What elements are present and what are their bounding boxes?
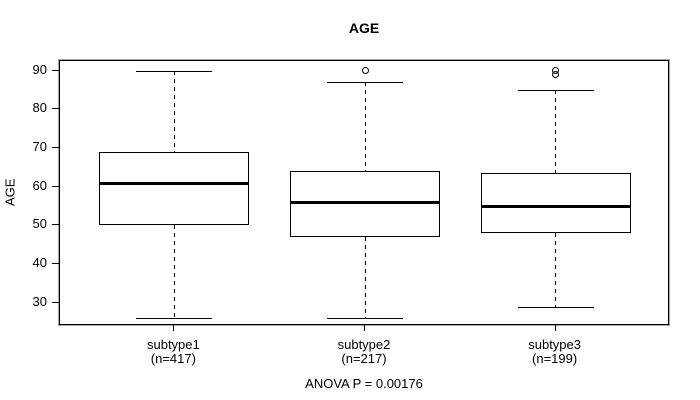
- y-axis-tick: [52, 224, 59, 226]
- upper-whisker-line: [555, 90, 557, 174]
- iqr-box-subtype1: [99, 151, 250, 226]
- outlier-point: [361, 67, 369, 75]
- upper-whisker-line: [173, 70, 175, 152]
- y-tick-label: 30: [32, 293, 47, 309]
- x-group-label-subtype3: subtype3 (n=199): [475, 338, 635, 366]
- anova-annotation: ANOVA P = 0.00176: [305, 376, 423, 391]
- group-name: subtype2: [337, 337, 391, 352]
- median-line-subtype3: [480, 205, 631, 209]
- x-axis-tick: [173, 325, 175, 331]
- x-group-label-subtype2: subtype2 (n=217): [284, 338, 444, 366]
- y-tick-label: 60: [32, 177, 47, 193]
- y-tick-label: 90: [32, 61, 47, 77]
- y-tick-label: 40: [32, 255, 47, 271]
- plot-area: [58, 59, 670, 326]
- x-group-label-subtype1: subtype1 (n=417): [93, 338, 253, 366]
- y-tick-label: 70: [32, 139, 47, 155]
- iqr-box-subtype3: [480, 173, 631, 234]
- x-axis-tick: [364, 325, 365, 331]
- group-name: subtype3: [528, 337, 581, 352]
- chart-title: AGE: [348, 20, 380, 36]
- y-axis-tick: [52, 147, 59, 149]
- lower-whisker-line: [173, 225, 175, 319]
- group-count: (n=417): [150, 351, 196, 366]
- lower-whisker-cap: [327, 318, 403, 320]
- y-axis-tick: [52, 69, 59, 71]
- x-axis-tick: [554, 325, 556, 331]
- y-axis-tick: [52, 108, 59, 110]
- lower-whisker-line: [555, 233, 557, 307]
- lower-whisker-cap: [517, 306, 594, 308]
- group-count: (n=199): [532, 351, 578, 366]
- lower-whisker-cap: [136, 318, 213, 320]
- upper-whisker-cap: [136, 70, 213, 72]
- median-line-subtype2: [290, 201, 440, 205]
- y-tick-label: 50: [32, 216, 47, 232]
- median-line-subtype1: [99, 181, 250, 185]
- lower-whisker-line: [364, 237, 366, 319]
- group-count: (n=217): [341, 351, 387, 366]
- outlier-point: [552, 67, 560, 75]
- upper-whisker-cap: [327, 82, 403, 84]
- upper-whisker-line: [364, 82, 366, 172]
- y-axis-tick: [52, 263, 59, 265]
- y-tick-label: 80: [32, 100, 47, 116]
- upper-whisker-cap: [517, 90, 594, 91]
- group-name: subtype1: [146, 337, 200, 352]
- y-axis-tick: [52, 301, 59, 303]
- y-axis-tick: [52, 185, 59, 187]
